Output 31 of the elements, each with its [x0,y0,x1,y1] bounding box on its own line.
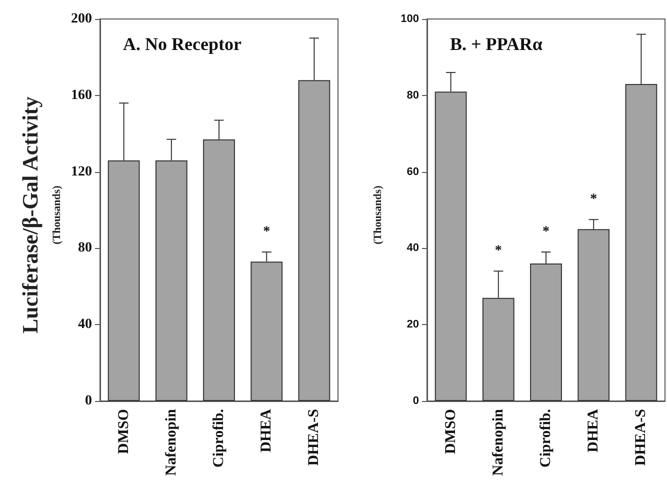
y-tick-label: 40 [78,317,92,332]
y-tick-label: 20 [406,318,419,331]
y-axis-title: (Thousands) [372,185,384,244]
annotation: * [263,224,270,240]
y-tick-label: 120 [71,164,92,180]
y-tick-label: 80 [406,89,419,102]
annotation: * [542,224,550,240]
y-tick-label: 40 [406,242,419,254]
y-axis-title: Luciferase/β-Gal Activity [18,96,42,334]
text: (Thousands) [51,185,63,244]
x-tick-label: DHEA [586,408,602,452]
y-tick-label: 0 [412,395,419,407]
annotation: * [494,244,502,259]
x-tick-label: DHEA-S [633,409,650,466]
x-tick-label: Nafenopin [163,408,180,476]
x-tick-label: DMSO [116,409,132,454]
text: A. No Receptor [123,34,242,54]
x-tick-label: Ciprofib. [538,408,554,468]
y-tick-label: 60 [406,166,419,178]
y-tick-label: 160 [71,88,92,103]
x-tick-label: DHEA [258,408,275,452]
x-tick-label: DHEA-S [306,409,322,466]
x-tick-label: Nafenopin [490,408,506,476]
y-tick-label: 0 [85,394,92,408]
x-tick-label: Ciprofib. [211,408,227,468]
x-tick-label: DMSO [442,409,459,454]
annotation: * [590,192,598,208]
y-tick-label: 80 [78,240,92,256]
y-tick-label: 100 [400,13,419,25]
text: B. + PPARα [450,34,542,54]
y-tick-label: 200 [71,12,92,26]
